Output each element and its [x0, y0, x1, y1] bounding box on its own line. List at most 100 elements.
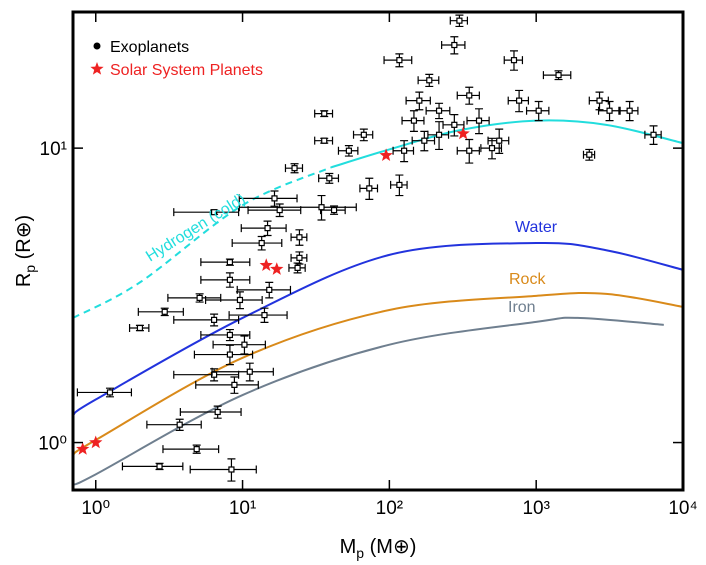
- model-curve: [73, 291, 683, 456]
- planet-star: [259, 258, 273, 271]
- exoplanet-point: [366, 185, 373, 192]
- exoplanet-point: [488, 145, 496, 152]
- exoplanet-point: [211, 316, 218, 323]
- x-error-bar: [121, 462, 184, 471]
- exoplanet-point: [321, 137, 328, 144]
- x-error-bar: [200, 258, 251, 267]
- x-error-bar: [231, 239, 283, 248]
- exoplanet-point: [106, 389, 114, 396]
- exoplanet-point: [535, 107, 542, 114]
- x-error-bar: [193, 350, 254, 359]
- exoplanet-point: [435, 131, 443, 138]
- exoplanet-point: [271, 195, 278, 202]
- exoplanet-point: [475, 117, 483, 124]
- exoplanet-point: [264, 225, 271, 232]
- curve-label: Iron: [508, 299, 536, 316]
- exoplanet-point: [586, 151, 593, 158]
- plot-frame: [71, 10, 685, 492]
- exoplanet-point: [156, 463, 163, 470]
- x-error-bar: [195, 380, 259, 389]
- exoplanet-point: [291, 165, 298, 172]
- exoplanet-point: [241, 341, 248, 348]
- plot-content: [73, 14, 683, 486]
- legend-label: Exoplanets: [110, 39, 189, 56]
- legend-marker: [93, 42, 101, 50]
- exoplanet-point: [401, 147, 408, 154]
- exoplanet-point: [360, 131, 367, 138]
- planet-star: [76, 442, 90, 455]
- x-tick-label: 10¹: [229, 498, 256, 519]
- exoplanet-point: [226, 351, 234, 358]
- exoplanet-point: [296, 254, 303, 261]
- exoplanet-point: [435, 107, 443, 114]
- exoplanet-point: [321, 110, 328, 117]
- exoplanet-point: [510, 57, 518, 64]
- exoplanet-point: [136, 324, 144, 332]
- exoplanet-point: [650, 131, 657, 138]
- x-error-bar: [189, 465, 257, 474]
- exoplanet-point: [231, 381, 238, 388]
- exoplanet-point: [451, 121, 458, 128]
- x-tick-label: 10³: [522, 498, 549, 519]
- exoplanet-point: [246, 368, 253, 375]
- exoplanet-point: [410, 117, 418, 124]
- exoplanet-point: [211, 209, 218, 216]
- exoplanet-point: [226, 331, 234, 339]
- planet-star: [270, 262, 284, 275]
- exoplanet-point: [421, 137, 428, 144]
- planet-star: [379, 148, 393, 162]
- x-error-bar: [167, 293, 222, 302]
- exoplanet-point: [261, 311, 268, 319]
- exoplanet-point: [396, 57, 403, 64]
- axis-label-unit: (M⊕): [364, 536, 416, 558]
- exoplanet-point: [496, 137, 503, 144]
- x-error-bar: [173, 315, 240, 324]
- exoplanet-point: [326, 175, 333, 182]
- model-curve: [73, 316, 664, 486]
- axis-label: Mp (M⊕): [340, 536, 417, 561]
- exoplanet-point: [236, 296, 244, 304]
- exoplanet-point: [226, 276, 234, 283]
- exoplanet-point: [466, 147, 473, 154]
- exoplanet-point: [226, 259, 234, 266]
- x-error-bar: [76, 388, 133, 397]
- model-curve: [73, 166, 332, 319]
- exoplanet-point: [345, 147, 352, 154]
- axis-label-main: R: [13, 273, 35, 287]
- exoplanet-point: [516, 97, 523, 104]
- x-error-bar: [200, 330, 251, 339]
- exoplanet-point: [276, 206, 283, 214]
- x-tick-label: 10⁴: [668, 498, 697, 519]
- x-tick-label: 10⁰: [81, 498, 110, 519]
- exoplanet-point: [266, 286, 273, 293]
- exoplanet-point: [214, 408, 221, 416]
- exoplanet-point: [456, 17, 463, 24]
- curve-label: Rock: [509, 271, 546, 288]
- x-error-bar: [211, 367, 274, 376]
- x-error-bar: [212, 340, 266, 349]
- planet-star: [456, 126, 470, 140]
- exoplanet-point: [606, 107, 613, 114]
- axis-label-sub: p: [22, 265, 38, 273]
- exoplanet-point: [258, 239, 265, 247]
- x-error-bar: [137, 307, 184, 316]
- axis-label-sub: p: [356, 545, 364, 561]
- model-curve: [330, 119, 683, 169]
- y-tick-label: 10¹: [40, 139, 67, 160]
- x-error-bar: [236, 285, 292, 294]
- exoplanet-point: [296, 234, 303, 241]
- x-error-bar: [179, 407, 242, 416]
- axis-label-main: M: [340, 536, 357, 558]
- exoplanet-point: [426, 77, 433, 84]
- exoplanet-point: [555, 72, 562, 79]
- planet-star: [89, 435, 103, 449]
- exoplanet-point: [294, 264, 301, 271]
- x-error-bar: [200, 275, 251, 284]
- x-error-bar: [228, 311, 288, 320]
- exoplanet-point: [196, 294, 203, 301]
- exoplanet-point: [466, 92, 473, 99]
- exoplanet-point: [228, 466, 235, 473]
